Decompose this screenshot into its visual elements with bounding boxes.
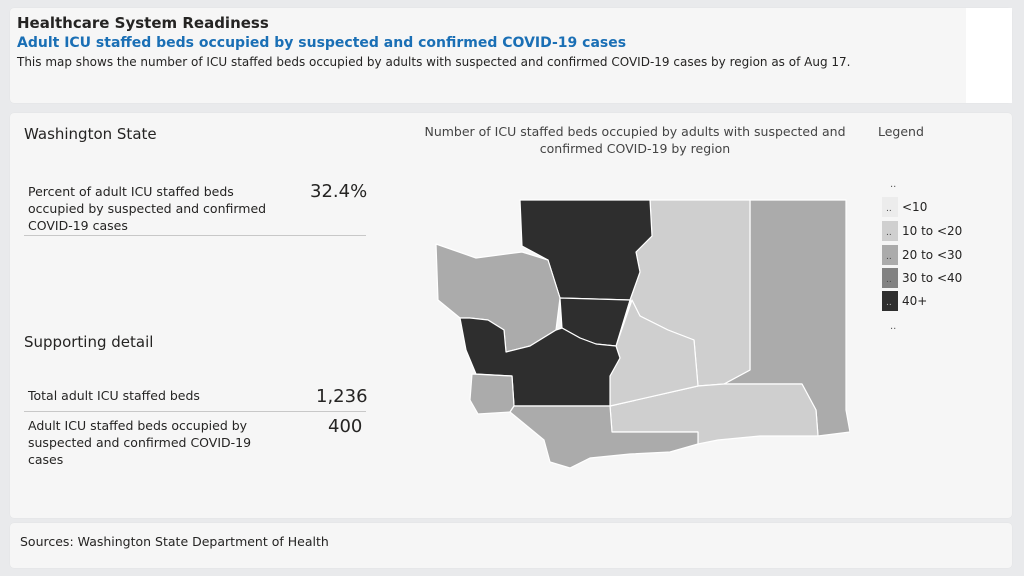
legend-label: 30 to <40	[902, 271, 963, 285]
legend-swatch: ..	[882, 268, 898, 288]
main-panel: Washington State Percent of adult ICU st…	[10, 113, 1012, 518]
section-label: Healthcare System Readiness	[17, 14, 269, 32]
legend-bottom-marker: ..	[890, 321, 897, 332]
supporting-detail-title: Supporting detail	[24, 333, 154, 351]
region-coast[interactable]	[469, 373, 515, 415]
legend-swatch-marker: ..	[886, 275, 892, 285]
total-beds-value: 1,236	[316, 386, 368, 407]
legend-swatch: ..	[882, 197, 898, 217]
legend-swatch-marker: ..	[886, 298, 892, 308]
map-title: Number of ICU staffed beds occupied by a…	[424, 124, 846, 156]
percent-occupied-label: Percent of adult ICU staffed beds occupi…	[28, 184, 267, 233]
footer-panel: Sources: Washington State Department of …	[10, 523, 1012, 568]
legend-swatch-marker: ..	[886, 204, 892, 214]
legend-label: 40+	[902, 294, 928, 308]
header-blank-area	[966, 8, 1012, 103]
legend-swatch: ..	[882, 245, 898, 265]
legend-top-marker: ..	[890, 179, 897, 190]
sources-text: Sources: Washington State Department of …	[20, 534, 329, 549]
total-beds-label: Total adult ICU staffed beds	[28, 388, 200, 403]
legend-label: 10 to <20	[902, 224, 963, 238]
page-description: This map shows the number of ICU staffed…	[17, 55, 851, 69]
legend-swatch-marker: ..	[886, 252, 892, 262]
header-panel: Healthcare System Readiness Adult ICU st…	[10, 8, 1012, 103]
page-headline: Adult ICU staffed beds occupied by suspe…	[17, 35, 627, 51]
region-lower-columbia[interactable]	[509, 405, 699, 469]
divider	[24, 235, 366, 236]
legend-swatch-marker: ..	[886, 228, 892, 238]
percent-occupied-value: 32.4%	[310, 181, 368, 202]
legend-label: <10	[902, 200, 928, 214]
washington-region-map	[435, 199, 850, 469]
state-title: Washington State	[24, 125, 157, 143]
legend-title: Legend	[878, 124, 924, 139]
divider	[24, 411, 366, 412]
legend-swatch: ..	[882, 221, 898, 241]
occupied-beds-label: Adult ICU staffed beds occupied by suspe…	[28, 418, 252, 467]
legend-label: 20 to <30	[902, 248, 963, 262]
legend-swatch: ..	[882, 291, 898, 311]
occupied-beds-value: 400	[328, 416, 363, 437]
